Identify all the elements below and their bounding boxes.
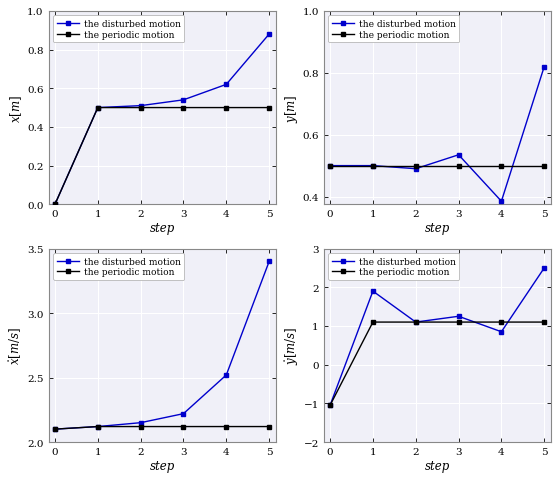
the disturbed motion: [51, 426, 58, 432]
the disturbed motion: [369, 288, 376, 294]
the periodic motion: [223, 106, 230, 111]
the periodic motion: [498, 320, 505, 325]
Line: the periodic motion: the periodic motion: [53, 424, 272, 432]
the disturbed motion: [413, 320, 419, 325]
Y-axis label: $y[m]$: $y[m]$: [282, 94, 300, 122]
the disturbed motion: [498, 199, 505, 204]
the disturbed motion: [326, 163, 333, 169]
the disturbed motion: [94, 106, 101, 111]
the disturbed motion: [413, 167, 419, 172]
the periodic motion: [51, 202, 58, 208]
the disturbed motion: [266, 32, 272, 38]
the disturbed motion: [266, 259, 272, 265]
X-axis label: step: step: [149, 221, 174, 234]
the disturbed motion: [94, 424, 101, 430]
Legend: the disturbed motion, the periodic motion: the disturbed motion, the periodic motio…: [328, 16, 459, 43]
the periodic motion: [455, 163, 462, 169]
the periodic motion: [138, 106, 144, 111]
Y-axis label: $\dot{x}[m/s]$: $\dot{x}[m/s]$: [8, 326, 25, 364]
the periodic motion: [498, 163, 505, 169]
the disturbed motion: [541, 64, 548, 70]
the periodic motion: [94, 106, 101, 111]
the disturbed motion: [455, 314, 462, 320]
Line: the periodic motion: the periodic motion: [328, 164, 547, 168]
Line: the disturbed motion: the disturbed motion: [328, 65, 547, 204]
the disturbed motion: [180, 98, 187, 104]
the periodic motion: [223, 424, 230, 430]
Line: the disturbed motion: the disturbed motion: [53, 33, 272, 207]
the periodic motion: [51, 426, 58, 432]
the periodic motion: [180, 424, 187, 430]
Legend: the disturbed motion, the periodic motion: the disturbed motion, the periodic motio…: [53, 253, 184, 280]
Legend: the disturbed motion, the periodic motion: the disturbed motion, the periodic motio…: [328, 253, 459, 280]
the disturbed motion: [223, 372, 230, 378]
the periodic motion: [413, 320, 419, 325]
the disturbed motion: [180, 411, 187, 417]
Legend: the disturbed motion, the periodic motion: the disturbed motion, the periodic motio…: [53, 16, 184, 43]
the periodic motion: [326, 163, 333, 169]
Y-axis label: $\dot{y}[m/s]$: $\dot{y}[m/s]$: [283, 326, 301, 365]
the disturbed motion: [138, 420, 144, 426]
X-axis label: step: step: [424, 221, 450, 234]
the disturbed motion: [541, 265, 548, 271]
the periodic motion: [266, 424, 272, 430]
the periodic motion: [541, 320, 548, 325]
the periodic motion: [455, 320, 462, 325]
the periodic motion: [94, 424, 101, 430]
the disturbed motion: [455, 153, 462, 158]
the periodic motion: [369, 320, 376, 325]
Line: the periodic motion: the periodic motion: [53, 106, 272, 207]
Line: the periodic motion: the periodic motion: [328, 320, 547, 408]
the disturbed motion: [326, 403, 333, 408]
X-axis label: step: step: [424, 459, 450, 472]
the periodic motion: [266, 106, 272, 111]
Line: the disturbed motion: the disturbed motion: [328, 266, 547, 408]
the periodic motion: [413, 163, 419, 169]
the periodic motion: [541, 163, 548, 169]
the periodic motion: [326, 403, 333, 408]
the disturbed motion: [498, 329, 505, 335]
the periodic motion: [180, 106, 187, 111]
the disturbed motion: [223, 82, 230, 88]
the disturbed motion: [51, 202, 58, 208]
the periodic motion: [369, 163, 376, 169]
the periodic motion: [138, 424, 144, 430]
the disturbed motion: [369, 163, 376, 169]
Line: the disturbed motion: the disturbed motion: [53, 260, 272, 432]
Y-axis label: $x[m]$: $x[m]$: [8, 95, 25, 122]
the disturbed motion: [138, 104, 144, 109]
X-axis label: step: step: [149, 459, 174, 472]
